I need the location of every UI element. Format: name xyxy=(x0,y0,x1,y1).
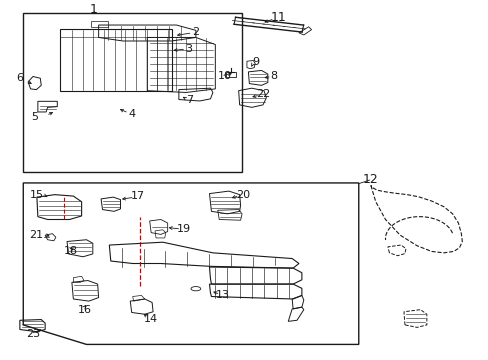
Text: 3: 3 xyxy=(184,44,192,54)
Text: 8: 8 xyxy=(269,72,277,81)
Text: 12: 12 xyxy=(362,173,378,186)
Bar xyxy=(23,13,242,172)
Text: 9: 9 xyxy=(252,57,259,67)
Text: 7: 7 xyxy=(186,95,193,105)
Text: 16: 16 xyxy=(78,305,92,315)
Text: 22: 22 xyxy=(255,89,269,99)
Text: 11: 11 xyxy=(270,12,286,24)
Text: 18: 18 xyxy=(64,246,78,256)
Text: 10: 10 xyxy=(218,71,232,81)
Text: 6: 6 xyxy=(16,73,23,83)
Text: 21: 21 xyxy=(29,230,43,240)
Text: 13: 13 xyxy=(215,291,229,301)
Text: 14: 14 xyxy=(144,314,158,324)
Text: 2: 2 xyxy=(192,27,199,37)
Text: 5: 5 xyxy=(31,112,38,122)
Text: 20: 20 xyxy=(236,190,249,200)
Text: 23: 23 xyxy=(26,329,40,339)
Text: 19: 19 xyxy=(176,224,190,234)
Text: 17: 17 xyxy=(130,192,144,202)
Text: 4: 4 xyxy=(128,109,135,119)
Text: 15: 15 xyxy=(29,190,43,200)
Text: 1: 1 xyxy=(90,3,98,15)
